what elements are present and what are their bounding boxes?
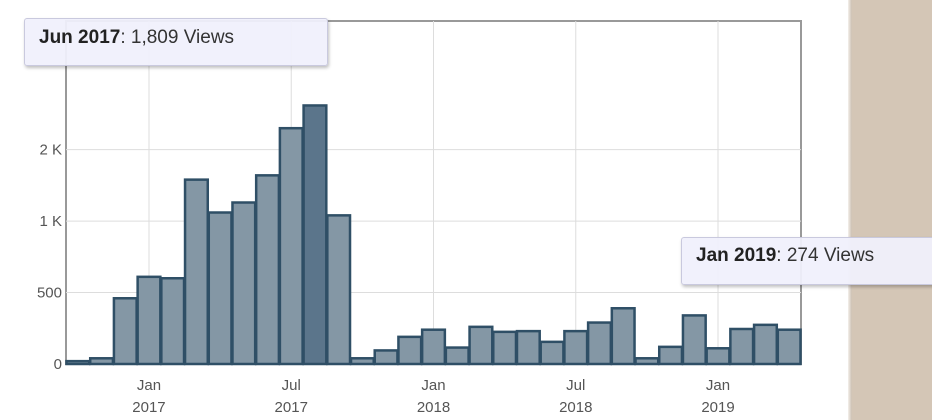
bar — [88, 357, 115, 366]
bar — [65, 359, 91, 366]
bar — [136, 275, 162, 366]
x-tick-month: Jul — [282, 377, 301, 394]
bar — [444, 346, 470, 366]
bar — [563, 329, 589, 366]
tooltip-jan-2019: Jan 2019: 274 Views — [681, 237, 932, 285]
bar — [397, 335, 423, 366]
bar — [349, 357, 375, 366]
panel-divider — [848, 0, 854, 420]
bar — [420, 328, 447, 366]
chart-bars — [65, 104, 802, 366]
bar — [183, 178, 210, 366]
bar — [231, 201, 257, 366]
x-tick-year: 2019 — [701, 399, 734, 416]
tooltip-label: Jun 2017 — [39, 27, 121, 48]
bar — [776, 328, 802, 366]
bar — [254, 174, 281, 366]
bar — [515, 329, 541, 366]
x-tick-month: Jan — [421, 377, 445, 394]
bar — [492, 330, 518, 366]
bar — [468, 325, 494, 366]
bar — [681, 314, 707, 366]
tooltip-label: Jan 2019 — [696, 245, 777, 266]
x-tick-year: 2018 — [417, 399, 450, 416]
x-tick-year: 2017 — [132, 399, 165, 416]
x-tick-month: Jan — [137, 377, 161, 394]
bar — [539, 340, 565, 366]
tooltip-value: : 274 Views — [776, 245, 875, 266]
x-tick-year: 2018 — [559, 399, 592, 416]
y-tick-label: 2 K — [39, 142, 62, 159]
bar — [207, 211, 233, 366]
bar — [373, 349, 399, 366]
bar — [278, 126, 304, 366]
bar — [586, 321, 613, 366]
x-tick-month: Jan — [706, 377, 730, 394]
bar — [657, 345, 684, 366]
x-tick-month: Jul — [566, 377, 585, 394]
chart-labels: 0 500 1 K 2 K Jan 2017 Jul 2017 Jan 2018 Jul 2018 Ja… — [37, 142, 735, 416]
bar — [160, 277, 186, 366]
bar — [112, 297, 138, 366]
y-tick-label: 1 K — [39, 213, 62, 230]
tooltip-jun-2017: Jun 2017: 1,809 Views — [24, 18, 328, 66]
y-tick-label: 0 — [54, 356, 62, 373]
bar — [302, 104, 328, 366]
bar — [326, 214, 352, 366]
tooltip-value: : 1,809 Views — [120, 27, 235, 48]
bar — [729, 327, 755, 366]
y-tick-label: 500 — [37, 285, 62, 302]
bar — [752, 323, 779, 366]
bar — [634, 357, 660, 366]
side-panel — [852, 0, 932, 420]
bar — [610, 307, 636, 366]
bar — [705, 347, 731, 366]
x-tick-year: 2017 — [275, 399, 308, 416]
